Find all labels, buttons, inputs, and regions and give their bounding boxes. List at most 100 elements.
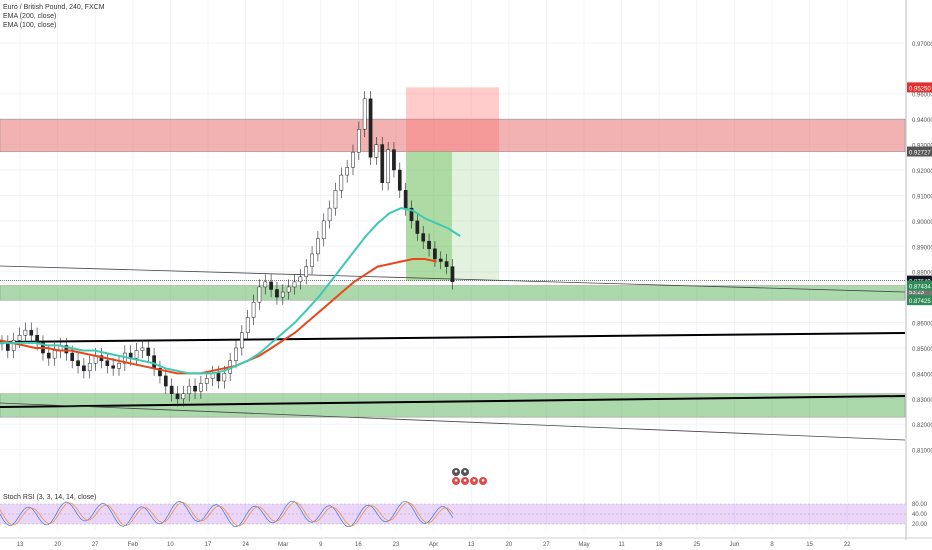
candle-body bbox=[374, 144, 379, 158]
y-tick-label: 0.85000 bbox=[912, 347, 932, 353]
x-tick-label: 17 bbox=[205, 542, 212, 548]
x-tick-label: 16 bbox=[355, 542, 362, 548]
candle-body bbox=[286, 286, 291, 293]
stoch-rsi-legend[interactable]: Stoch RSI (3, 3, 14, 14, close) bbox=[3, 494, 97, 501]
candle-body bbox=[111, 365, 116, 369]
candle-body bbox=[275, 289, 279, 298]
candle-body bbox=[438, 258, 443, 262]
candle-body bbox=[409, 207, 414, 222]
flag-icon[interactable]: ● bbox=[479, 477, 487, 485]
candle-body bbox=[146, 347, 151, 356]
candle-body bbox=[105, 360, 110, 367]
y-tick-label: 0.92000 bbox=[912, 169, 932, 175]
x-tick-label: 13 bbox=[468, 542, 475, 548]
ema100-legend[interactable]: EMA (100, close) bbox=[3, 22, 57, 29]
candle-body bbox=[193, 385, 197, 392]
candle-body bbox=[321, 220, 326, 239]
price-axis: 0.970000.960000.940000.930000.920000.910… bbox=[905, 0, 932, 540]
y-tick-label: 0.91000 bbox=[912, 194, 932, 200]
candle-body bbox=[357, 129, 361, 153]
candle-body bbox=[222, 373, 227, 382]
y-tick-label: 0.82000 bbox=[912, 423, 932, 429]
candle-body bbox=[163, 375, 168, 387]
candle-body bbox=[181, 393, 186, 400]
candle-body bbox=[345, 167, 349, 176]
entry-price-label: 0.92727 bbox=[909, 151, 931, 157]
entry-price-label-bg bbox=[907, 146, 932, 157]
flag-icon[interactable]: ● bbox=[452, 477, 460, 485]
candle-body bbox=[140, 347, 145, 351]
candle-body bbox=[380, 144, 385, 183]
candle-body bbox=[415, 220, 420, 234]
event-flags[interactable]: ● ● ● ● ● ● bbox=[452, 467, 488, 485]
ema-lines bbox=[0, 207, 461, 375]
candle-body bbox=[433, 248, 437, 260]
candle-body bbox=[134, 350, 139, 359]
candle-body bbox=[76, 360, 80, 367]
resistance-zone bbox=[0, 118, 906, 152]
candle-body bbox=[52, 350, 57, 359]
candle-body bbox=[82, 365, 86, 372]
x-tick-label: 27 bbox=[543, 542, 550, 548]
candle-body bbox=[46, 352, 51, 359]
candle-body bbox=[35, 335, 39, 344]
stoch-k-line bbox=[0, 500, 454, 528]
candle-body bbox=[280, 291, 285, 298]
candle-body bbox=[251, 301, 256, 318]
stoch-rsi-panel: 80.00 40.00 20.00 bbox=[0, 500, 928, 528]
flag-icon[interactable]: ● bbox=[452, 468, 460, 476]
y-tick-label: 0.84000 bbox=[912, 372, 932, 378]
support-top-label: 0.87434 bbox=[909, 285, 931, 291]
candle-body bbox=[175, 393, 180, 400]
x-tick-label: 27 bbox=[92, 542, 99, 548]
symbol-title[interactable]: Euro / British Pound, 240, FXCM bbox=[3, 4, 105, 11]
candle-body bbox=[298, 276, 303, 283]
y-tick-label: 0.83000 bbox=[912, 398, 932, 404]
candle-body bbox=[269, 281, 273, 290]
flag-icon[interactable]: ● bbox=[461, 468, 469, 476]
support-top-label-bg bbox=[907, 280, 932, 291]
ema200-legend[interactable]: EMA (200, close) bbox=[3, 13, 57, 20]
candle-body bbox=[199, 383, 203, 392]
candle-body bbox=[169, 385, 174, 394]
candle-body bbox=[234, 347, 238, 361]
candle-body bbox=[187, 385, 192, 394]
x-tick-label: 15 bbox=[806, 542, 813, 548]
candle-body bbox=[158, 368, 162, 377]
flag-icon[interactable]: ● bbox=[470, 477, 478, 485]
stop-price-label: 0.95250 bbox=[909, 86, 931, 92]
y-tick-label: 0.96000 bbox=[912, 93, 932, 99]
stoch-level-label: 40.00 bbox=[912, 512, 928, 518]
candle-body bbox=[29, 329, 34, 336]
y-tick-label: 0.86000 bbox=[912, 322, 932, 328]
x-tick-label: Mar bbox=[278, 542, 288, 548]
candle-body bbox=[245, 317, 250, 333]
x-tick-label: Jun bbox=[730, 542, 740, 548]
candle-body bbox=[351, 151, 355, 168]
candle-body bbox=[87, 362, 92, 372]
stoch-level-label: 20.00 bbox=[912, 522, 928, 528]
flag-icon[interactable]: ● bbox=[461, 477, 469, 485]
stoch-d-line bbox=[0, 501, 454, 527]
support-bottom-label-bg bbox=[907, 295, 932, 306]
candle-body bbox=[11, 340, 16, 351]
candle-body bbox=[368, 98, 373, 158]
candle-body bbox=[204, 378, 209, 384]
candle-body bbox=[257, 286, 262, 303]
candle-body bbox=[450, 266, 455, 283]
candle-body bbox=[6, 342, 10, 351]
x-tick-label: 9 bbox=[319, 542, 323, 548]
candle-body bbox=[421, 233, 426, 242]
candle-body bbox=[403, 190, 408, 209]
candle-body bbox=[316, 238, 320, 255]
ema200-line bbox=[0, 258, 437, 375]
y-tick-label: 0.97000 bbox=[912, 42, 932, 48]
stop-price-label-bg bbox=[907, 82, 932, 93]
candle-body bbox=[327, 207, 332, 222]
candle-body bbox=[70, 352, 75, 361]
candle-body bbox=[117, 362, 121, 369]
candle-body bbox=[263, 281, 268, 288]
current-price-label-bg bbox=[907, 275, 932, 286]
candle-body bbox=[444, 261, 449, 267]
